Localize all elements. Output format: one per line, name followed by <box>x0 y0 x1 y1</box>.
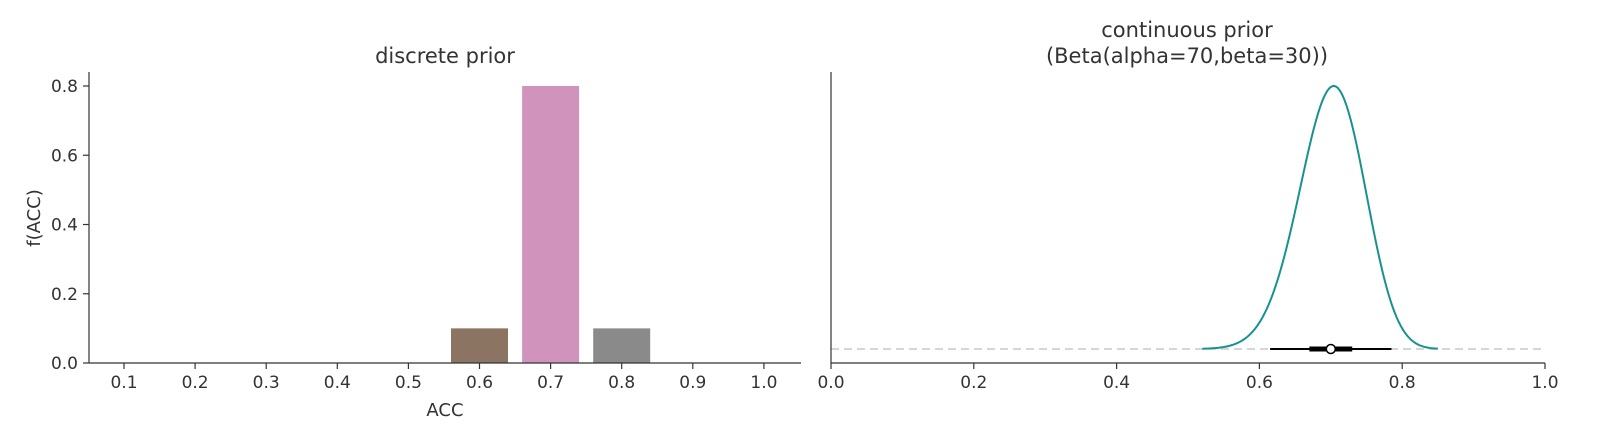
continuous-x-ticks: 0.0 0.2 0.4 0.6 0.8 1.0 <box>817 363 1559 393</box>
x-tick-label: 0.4 <box>324 373 351 393</box>
x-tick-label: 0.6 <box>1246 373 1273 393</box>
x-tick-label: 1.0 <box>1531 373 1558 393</box>
x-tick-label: 0.3 <box>253 373 280 393</box>
bar-0.8 <box>593 328 651 363</box>
y-tick-label: 0.2 <box>51 285 78 305</box>
discrete-prior-panel: discrete prior 0.1 0.2 0.3 0.4 0.5 0.6 0.7 0.8 0… <box>24 44 801 421</box>
bar-0.7 <box>522 86 580 363</box>
beta-density-curve <box>1202 85 1438 350</box>
discrete-x-axis-label: ACC <box>426 400 463 421</box>
x-tick-label: 0.8 <box>608 373 635 393</box>
x-tick-label: 0.0 <box>817 373 844 393</box>
y-tick-label: 0.0 <box>51 354 78 374</box>
x-tick-label: 0.9 <box>679 373 706 393</box>
y-tick-label: 0.6 <box>51 146 78 166</box>
x-tick-label: 1.0 <box>750 373 777 393</box>
x-tick-label: 0.2 <box>182 373 209 393</box>
discrete-y-axis-label: f(ACC) <box>24 189 45 247</box>
x-tick-label: 0.5 <box>395 373 422 393</box>
y-tick-label: 0.8 <box>51 77 78 97</box>
discrete-y-ticks: 0.0 0.2 0.4 0.6 0.8 <box>51 77 89 374</box>
y-tick-label: 0.4 <box>51 216 78 236</box>
x-tick-label: 0.6 <box>466 373 493 393</box>
x-tick-label: 0.2 <box>960 373 987 393</box>
discrete-prior-title: discrete prior <box>375 44 515 68</box>
continuous-prior-panel: continuous prior (Beta(alpha=70,beta=30)… <box>817 18 1558 393</box>
point-estimate-marker <box>1325 343 1337 355</box>
continuous-prior-title-line1: continuous prior <box>1101 18 1273 42</box>
x-tick-label: 0.1 <box>110 373 137 393</box>
x-tick-label: 0.7 <box>537 373 564 393</box>
x-tick-label: 0.8 <box>1389 373 1416 393</box>
discrete-bars <box>451 86 651 363</box>
bar-0.6 <box>451 328 508 363</box>
discrete-x-ticks: 0.1 0.2 0.3 0.4 0.5 0.6 0.7 0.8 0.9 1.0 <box>110 363 777 393</box>
continuous-prior-title-line2: (Beta(alpha=70,beta=30)) <box>1046 44 1328 68</box>
x-tick-label: 0.4 <box>1103 373 1130 393</box>
